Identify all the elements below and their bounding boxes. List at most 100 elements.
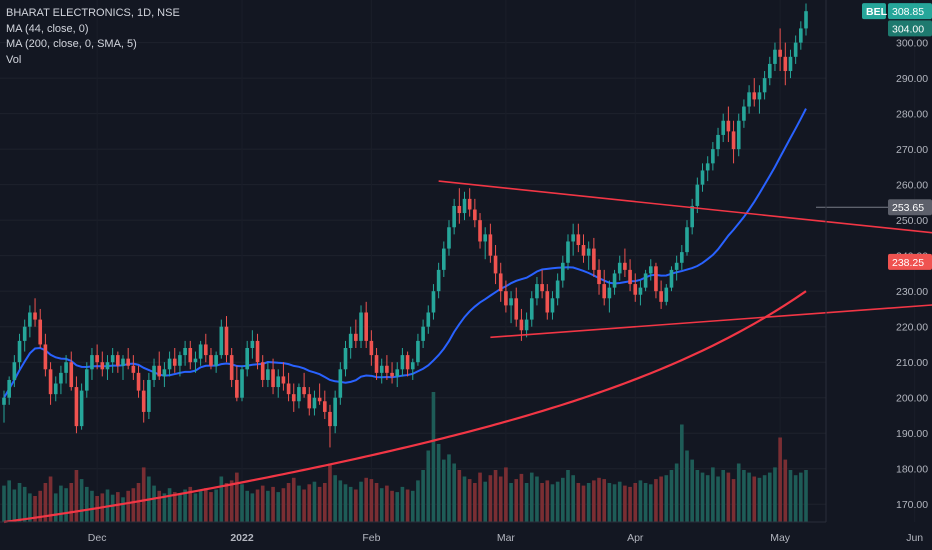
legend-symbol[interactable]: BHARAT ELECTRONICS, 1D, NSE	[6, 7, 180, 19]
candle	[84, 362, 89, 398]
volume-bar	[731, 479, 736, 522]
candle-body	[126, 358, 130, 366]
candle	[488, 223, 493, 263]
volume-bar	[416, 480, 420, 522]
candle-body	[457, 205, 462, 214]
candle-body	[390, 372, 394, 377]
volume-bar	[690, 459, 694, 522]
candle-body	[628, 269, 632, 285]
candle	[535, 276, 539, 306]
candle-body	[250, 340, 255, 348]
volume-bar	[2, 485, 6, 522]
candle-body	[540, 284, 544, 292]
entry-price-label-bg	[888, 199, 932, 216]
volume-bar	[235, 472, 239, 522]
candle-body	[778, 49, 782, 57]
volume-bar	[28, 493, 32, 522]
volume-bar	[773, 467, 777, 522]
candle-body	[705, 163, 710, 171]
candle-body	[255, 340, 260, 363]
volume-bar	[504, 467, 508, 522]
y-tick-label: 190.00	[896, 428, 928, 440]
candle	[540, 269, 544, 299]
candle	[607, 280, 612, 313]
candle-body	[711, 149, 715, 164]
volume-bar	[74, 470, 79, 522]
volume-bar	[379, 488, 384, 522]
candle	[452, 198, 456, 235]
legend-volume[interactable]: Vol	[6, 53, 22, 66]
candle	[509, 291, 513, 324]
candle	[69, 351, 74, 391]
volume-bar	[193, 493, 198, 522]
symbol-tag-bg	[862, 3, 886, 20]
candle	[317, 383, 322, 405]
candle	[348, 326, 353, 359]
candle	[571, 223, 575, 256]
candle-body	[643, 273, 648, 288]
candle	[685, 220, 689, 256]
legend-ma44[interactable]: MA (44, close, 0)	[6, 22, 89, 35]
candle	[762, 71, 767, 100]
candle	[116, 351, 120, 373]
candle-body	[209, 355, 213, 366]
volume-bar	[183, 489, 187, 522]
volume-bar	[726, 472, 731, 522]
candle	[379, 358, 384, 384]
legend-ma200[interactable]: MA (200, close, 0, SMA, 5)	[6, 38, 137, 50]
volume-bar	[767, 472, 772, 522]
volume-bar	[390, 490, 394, 522]
candle-body	[478, 220, 482, 242]
candle	[22, 319, 27, 352]
candle-body	[291, 394, 296, 402]
candle-body	[198, 344, 203, 359]
x-tick-label: Jun	[906, 532, 923, 544]
candle	[529, 291, 534, 327]
candle	[359, 305, 363, 348]
candle	[167, 351, 172, 377]
candle	[550, 291, 555, 320]
candle-body	[7, 379, 11, 398]
candle	[705, 156, 710, 182]
candle-body	[493, 255, 498, 274]
candle	[79, 383, 84, 430]
candle-body	[74, 387, 79, 427]
candle-body	[416, 340, 420, 363]
candle-body	[147, 379, 151, 412]
candle	[416, 333, 420, 366]
candle-body	[757, 92, 762, 100]
candle-body	[317, 397, 322, 402]
volume-bar	[674, 463, 679, 522]
candle	[597, 259, 601, 295]
candle	[711, 142, 715, 171]
candle	[147, 372, 151, 420]
volume-bar	[483, 481, 488, 522]
candle	[726, 106, 731, 143]
candle-body	[369, 340, 374, 356]
candle	[312, 390, 317, 416]
candle	[297, 383, 301, 409]
volume-bar	[566, 470, 570, 522]
candle-body	[561, 262, 565, 281]
volume-bar	[266, 490, 270, 522]
volume-bar	[48, 476, 53, 522]
candle-body	[286, 383, 291, 395]
chart-legend: BHARAT ELECTRONICS, 1D, NSE MA (44, clos…	[6, 6, 180, 68]
candle	[33, 298, 37, 327]
candle	[240, 365, 244, 402]
volume-bar	[369, 479, 374, 522]
candle	[12, 355, 17, 388]
y-tick-label: 220.00	[896, 322, 928, 334]
volume-bar	[178, 494, 182, 522]
candle-body	[105, 362, 110, 370]
candle	[690, 198, 694, 235]
volume-bar	[152, 485, 156, 522]
candle-body	[452, 205, 456, 228]
candle-body	[224, 326, 229, 356]
target-price-label: 304.00	[892, 23, 924, 35]
candle-body	[545, 291, 550, 313]
candle-body	[219, 326, 224, 356]
candle-body	[571, 234, 575, 242]
volume-bar	[545, 480, 550, 522]
